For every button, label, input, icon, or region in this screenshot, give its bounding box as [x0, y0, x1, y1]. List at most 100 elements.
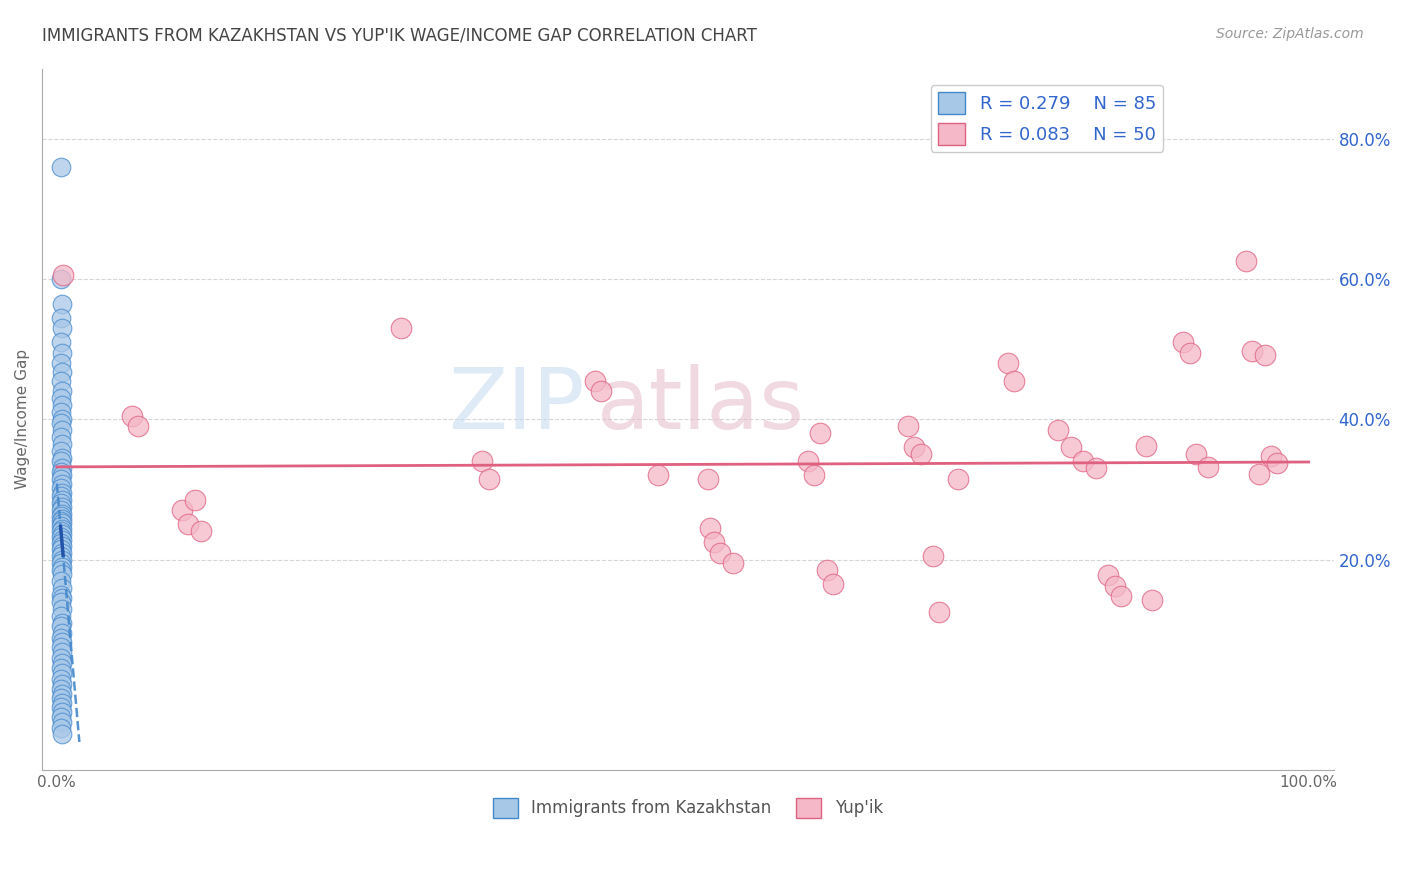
Point [49, 272, 72, 286]
Point [49, 465, 72, 479]
Point [170, 503, 193, 517]
Point [51, 657, 73, 671]
Point [49, 496, 72, 510]
Point [647, 468, 669, 483]
Point [127, 419, 149, 434]
Point [51, 559, 73, 574]
Point [897, 419, 920, 434]
Point [1241, 343, 1264, 358]
Point [51, 635, 73, 649]
Point [699, 521, 721, 535]
Point [51, 545, 73, 559]
Point [51, 601, 73, 615]
Point [1178, 345, 1201, 359]
Point [797, 454, 820, 468]
Point [49, 374, 72, 388]
Point [1198, 459, 1220, 474]
Point [49, 699, 72, 714]
Point [1173, 335, 1195, 350]
Point [51, 581, 73, 595]
Point [49, 542, 72, 557]
Point [190, 524, 212, 539]
Point [51, 516, 73, 530]
Point [49, 509, 72, 524]
Point [922, 549, 945, 563]
Point [803, 468, 825, 483]
Point [721, 556, 744, 570]
Point [49, 640, 72, 655]
Point [49, 514, 72, 528]
Point [51, 500, 73, 514]
Point [49, 535, 72, 549]
Text: atlas: atlas [598, 364, 806, 447]
Point [49, 405, 72, 419]
Point [51, 476, 73, 491]
Point [1084, 461, 1107, 475]
Point [51, 345, 73, 359]
Point [1135, 439, 1157, 453]
Point [49, 443, 72, 458]
Point [49, 721, 72, 735]
Point [49, 416, 72, 430]
Point [1140, 593, 1163, 607]
Point [815, 563, 838, 577]
Point [51, 507, 73, 521]
Point [49, 691, 72, 706]
Point [51, 677, 73, 691]
Point [51, 492, 73, 507]
Point [49, 549, 72, 563]
Point [49, 454, 72, 468]
Point [51, 384, 73, 399]
Point [51, 437, 73, 451]
Point [49, 556, 72, 570]
Point [49, 335, 72, 350]
Point [49, 608, 72, 623]
Point [51, 461, 73, 475]
Point [51, 512, 73, 526]
Point [51, 296, 73, 310]
Point [51, 527, 73, 541]
Point [49, 563, 72, 577]
Point [1004, 374, 1026, 388]
Point [928, 605, 950, 619]
Point [1265, 456, 1288, 470]
Point [1097, 568, 1119, 582]
Point [51, 666, 73, 681]
Point [51, 591, 73, 606]
Point [49, 524, 72, 539]
Point [709, 545, 731, 559]
Point [51, 412, 73, 426]
Point [821, 577, 844, 591]
Point [51, 468, 73, 483]
Point [810, 426, 832, 441]
Point [703, 535, 725, 549]
Point [51, 645, 73, 659]
Point [51, 552, 73, 566]
Point [51, 697, 73, 711]
Point [51, 450, 73, 465]
Point [51, 486, 73, 500]
Point [49, 356, 72, 370]
Point [51, 726, 73, 740]
Text: IMMIGRANTS FROM KAZAKHSTAN VS YUP'IK WAGE/INCOME GAP CORRELATION CHART: IMMIGRANTS FROM KAZAKHSTAN VS YUP'IK WAG… [42, 27, 756, 45]
Point [49, 481, 72, 495]
Point [49, 650, 72, 665]
Point [49, 310, 72, 325]
Point [997, 356, 1019, 370]
Point [177, 517, 200, 532]
Point [49, 631, 72, 645]
Point [1185, 447, 1208, 461]
Point [51, 365, 73, 379]
Point [49, 160, 72, 174]
Point [49, 391, 72, 405]
Point [49, 472, 72, 486]
Point [51, 626, 73, 640]
Point [49, 682, 72, 697]
Point [51, 687, 73, 701]
Point [49, 594, 72, 608]
Text: Source: ZipAtlas.com: Source: ZipAtlas.com [1216, 27, 1364, 41]
Point [1071, 454, 1094, 468]
Point [49, 430, 72, 444]
Point [583, 374, 606, 388]
Point [471, 454, 494, 468]
